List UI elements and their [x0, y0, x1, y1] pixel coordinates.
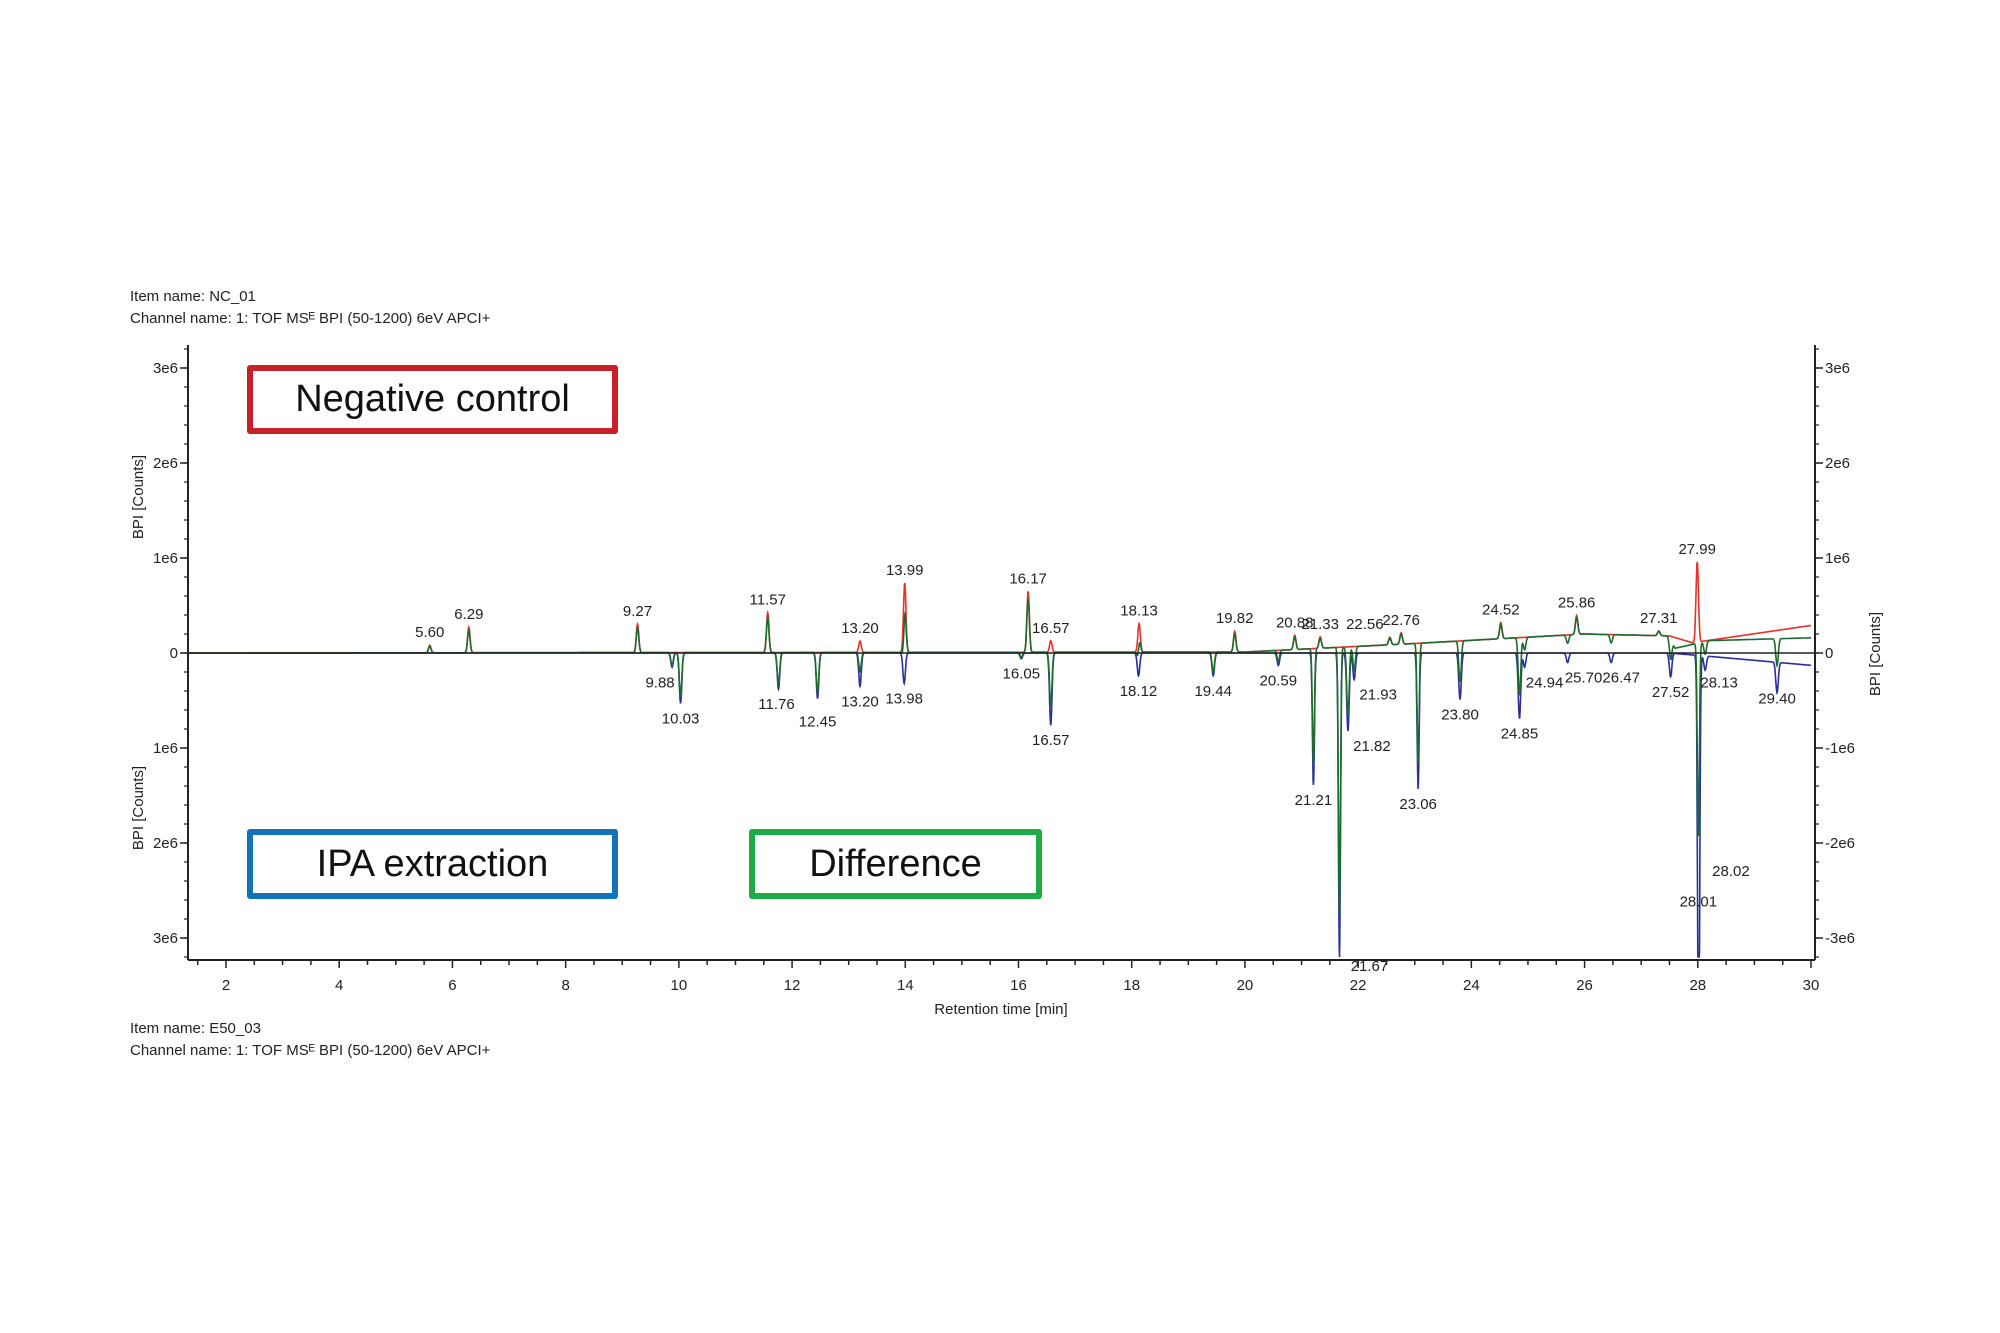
y-axis-label-right: BPI [Counts] [1867, 612, 1884, 696]
peak-label: 10.03 [662, 710, 700, 727]
ipa-extraction-trace [189, 652, 1811, 958]
x-tick-label: 10 [671, 977, 688, 994]
peak-label: 22.76 [1382, 612, 1420, 629]
peak-label: 19.82 [1216, 610, 1254, 627]
top-item-name: Item name: NC_01 [130, 288, 256, 305]
peak-label: 9.27 [623, 603, 652, 620]
right-y-tick-label: 3e6 [1825, 360, 1850, 377]
x-tick-label: 20 [1237, 977, 1254, 994]
peak-label: 18.12 [1120, 683, 1158, 700]
difference-label: Difference [809, 842, 982, 885]
peak-label: 28.01 [1680, 893, 1718, 910]
left-y-tick-label: 0 [170, 645, 178, 662]
x-tick-label: 28 [1689, 977, 1706, 994]
left-y-tick-label: 1e6 [153, 740, 178, 757]
bottom-meta: Item name: E50_03 Channel name: 1: TOF M… [130, 1018, 490, 1062]
peak-label: 27.31 [1640, 610, 1678, 627]
left-y-tick-label: 1e6 [153, 550, 178, 567]
peak-label: 12.45 [799, 714, 837, 731]
peak-label: 24.94 [1526, 674, 1564, 691]
x-tick-label: 6 [448, 977, 456, 994]
peak-label: 13.20 [841, 620, 879, 637]
peak-label: 21.21 [1295, 792, 1333, 809]
left-y-tick-label: 2e6 [153, 835, 178, 852]
peak-label: 11.57 [750, 592, 786, 609]
peak-label: 21.82 [1353, 738, 1391, 755]
peak-label: 21.93 [1359, 687, 1397, 704]
peak-label: 16.57 [1032, 732, 1070, 749]
peak-label: 6.29 [454, 606, 483, 623]
peak-label: 9.88 [645, 674, 674, 691]
peak-label: 20.88 [1276, 614, 1314, 631]
peak-labels: 5.60 6.29 9.27 11.57 13.20 13.99 16.17 16.57 18.… [415, 541, 1796, 975]
x-tick-label: 12 [784, 977, 801, 994]
peak-label: 29.40 [1758, 690, 1796, 707]
ipa-extraction-label: IPA extraction [316, 842, 549, 885]
left-y-tick-label: 3e6 [153, 360, 178, 377]
peak-label: 13.20 [841, 693, 879, 710]
x-tick-label: 14 [897, 977, 914, 994]
peak-label: 19.44 [1194, 683, 1232, 700]
peak-label: 13.98 [885, 690, 923, 707]
peak-label: 28.13 [1700, 674, 1738, 691]
left-y-tick-label: 3e6 [153, 930, 178, 947]
y-axis-label-bottom: BPI [Counts] [130, 766, 147, 850]
negative-control-box: Negative control [247, 365, 618, 434]
right-y-tick-label: -2e6 [1825, 835, 1855, 852]
peak-label: 25.70 [1565, 670, 1603, 687]
peak-label: 26.47 [1602, 670, 1640, 687]
peak-label: 16.57 [1032, 620, 1070, 637]
left-y-tick-label: 2e6 [153, 455, 178, 472]
negative-control-label: Negative control [295, 378, 570, 420]
top-meta: Item name: NC_01 Channel name: 1: TOF MS… [130, 286, 490, 330]
bottom-item-name: Item name: E50_03 [130, 1020, 261, 1037]
top-channel-name: Channel name: 1: TOF MSᴱ BPI (50-1200) 6… [130, 310, 491, 327]
peak-label: 27.52 [1652, 684, 1690, 701]
bottom-channel-name: Channel name: 1: TOF MSᴱ BPI (50-1200) 6… [130, 1042, 491, 1059]
right-y-tick-label: 1e6 [1825, 550, 1850, 567]
peak-label: 16.05 [1003, 666, 1041, 683]
difference-box: Difference [749, 829, 1042, 899]
y-axis-label-top: BPI [Counts] [130, 455, 147, 539]
peak-label: 23.80 [1441, 707, 1479, 724]
x-tick-label: 22 [1350, 977, 1367, 994]
peak-label: 18.13 [1120, 603, 1158, 620]
x-tick-label: 26 [1576, 977, 1593, 994]
peak-label: 21.67 [1351, 958, 1389, 975]
peak-label: 24.85 [1501, 726, 1539, 743]
x-axis-label: Retention time [min] [934, 1001, 1067, 1018]
peak-label: 24.52 [1482, 602, 1520, 619]
peak-label: 13.99 [886, 562, 924, 579]
peak-label: 5.60 [415, 624, 444, 641]
ipa-extraction-box: IPA extraction [247, 829, 618, 899]
x-tick-label: 8 [561, 977, 569, 994]
right-y-tick-label: -3e6 [1825, 930, 1855, 947]
peak-label: 28.02 [1712, 863, 1750, 880]
right-y-tick-label: 0 [1825, 645, 1833, 662]
peak-label: 22.56 [1346, 616, 1384, 633]
peak-label: 21.33 [1301, 616, 1339, 633]
peak-label: 27.99 [1678, 541, 1716, 558]
peak-label: 11.76 [758, 696, 794, 713]
peak-label: 25.86 [1558, 594, 1596, 611]
peak-label: 16.17 [1009, 570, 1047, 587]
axes: 2 4 6 8 10 12 14 16 18 20 22 24 26 28 303e62e61e601e62… [153, 345, 1855, 994]
right-y-tick-label: 2e6 [1825, 455, 1850, 472]
right-y-tick-label: -1e6 [1825, 740, 1855, 757]
x-tick-label: 18 [1123, 977, 1140, 994]
x-tick-label: 24 [1463, 977, 1480, 994]
peak-label: 20.59 [1260, 672, 1298, 689]
x-tick-label: 4 [335, 977, 343, 994]
peak-label: 23.06 [1399, 796, 1437, 813]
x-tick-label: 30 [1803, 977, 1820, 994]
x-tick-label: 2 [222, 977, 230, 994]
x-tick-label: 16 [1010, 977, 1027, 994]
